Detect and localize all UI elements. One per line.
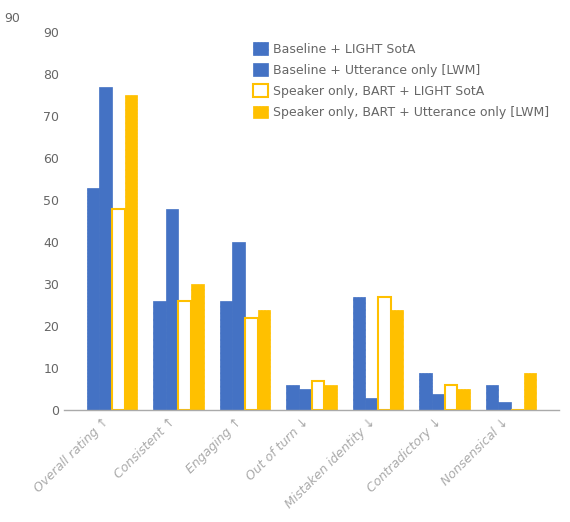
Bar xyxy=(233,242,245,410)
Bar xyxy=(445,385,457,410)
Bar xyxy=(432,394,445,410)
Bar xyxy=(499,402,511,410)
Bar xyxy=(191,284,203,410)
Text: 90: 90 xyxy=(5,11,21,25)
Bar xyxy=(420,373,432,410)
Bar xyxy=(486,385,499,410)
Bar xyxy=(378,297,390,410)
Bar xyxy=(245,318,258,410)
Bar xyxy=(178,301,191,410)
Bar xyxy=(365,398,378,410)
Bar xyxy=(457,389,470,410)
Bar xyxy=(166,209,178,410)
Bar xyxy=(124,95,137,410)
Legend: Baseline + LIGHT SotA, Baseline + Utterance only [LWM], Speaker only, BART + LIG: Baseline + LIGHT SotA, Baseline + Uttera… xyxy=(249,39,553,123)
Bar xyxy=(99,87,112,410)
Bar xyxy=(299,389,311,410)
Bar xyxy=(87,187,99,410)
Bar xyxy=(258,310,270,410)
Bar xyxy=(153,301,166,410)
Bar xyxy=(311,381,324,410)
Bar xyxy=(390,310,404,410)
Bar xyxy=(219,301,233,410)
Bar xyxy=(286,385,299,410)
Bar xyxy=(353,297,365,410)
Bar xyxy=(112,209,124,410)
Bar xyxy=(524,373,536,410)
Bar xyxy=(324,385,337,410)
